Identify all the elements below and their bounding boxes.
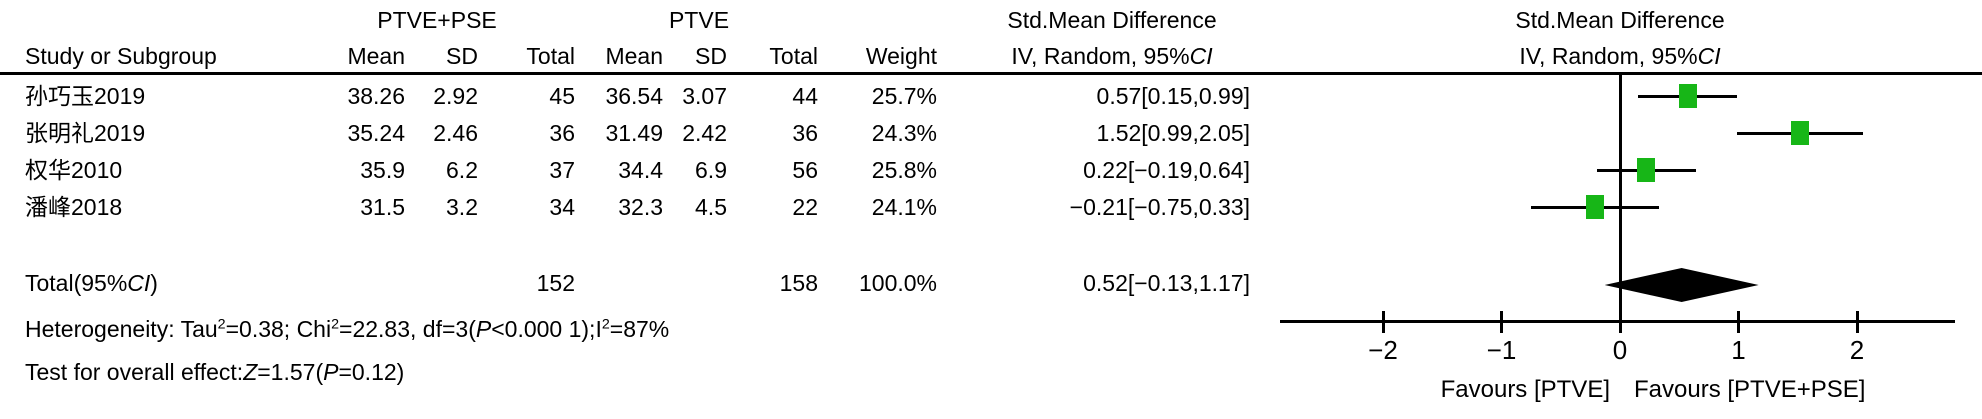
total-row-label: Total(95%CI): [25, 270, 158, 296]
text-segment: =1.57(: [257, 359, 324, 385]
axis-tick: [1618, 311, 1622, 333]
total2-column-header: Total: [769, 43, 818, 69]
point-estimate-square: [1791, 121, 1810, 145]
mean1-column-header: Mean: [347, 43, 405, 69]
group-header-ptve: PTVE: [668, 7, 730, 33]
sd1-column-header: SD: [446, 43, 478, 69]
axis-tick-label: −2: [1368, 335, 1398, 365]
text-segment: P: [475, 316, 492, 342]
text-segment: =87%: [609, 316, 670, 342]
overall-effect-text: Test for overall effect:Z=1.57(P=0.12): [25, 358, 404, 386]
mean2-value: 34.4: [618, 157, 663, 183]
estimate-value: 0.22[−0.19,0.64]: [1083, 157, 1250, 183]
study-column-header: Study or Subgroup: [25, 43, 217, 69]
iv-random-header-right: IV, Random, 95%CI: [1519, 43, 1721, 69]
text-segment: <0.000 1);I: [491, 316, 602, 342]
weight-value: 24.1%: [871, 194, 937, 220]
total1-column-header: Total: [526, 43, 575, 69]
study-name: 张明礼2019: [25, 120, 146, 146]
axis-tick: [1381, 311, 1385, 333]
sd2-value: 2.42: [682, 120, 727, 146]
total1-value: 34: [549, 194, 575, 220]
axis-tick: [1500, 311, 1503, 333]
mean1-value: 38.26: [347, 83, 405, 109]
x-axis-line: [1280, 320, 1955, 323]
mean2-value: 31.49: [605, 120, 663, 146]
mean1-value: 35.9: [360, 157, 405, 183]
total1-value: 45: [549, 83, 575, 109]
mean2-value: 36.54: [605, 83, 663, 109]
total-row-total1: 152: [536, 270, 575, 296]
estimate-value: 1.52[0.99,2.05]: [1096, 120, 1250, 146]
sd2-column-header: SD: [695, 43, 727, 69]
sd2-value: 3.07: [682, 83, 727, 109]
total-row-total2: 158: [779, 270, 818, 296]
mean2-column-header: Mean: [605, 43, 663, 69]
sd1-value: 2.92: [433, 83, 478, 109]
weight-value: 24.3%: [871, 120, 937, 146]
sd2-value: 6.9: [695, 157, 727, 183]
total2-value: 22: [792, 194, 818, 220]
text-segment: 2: [601, 316, 610, 333]
text-segment: Test for overall effect:: [25, 359, 244, 385]
total2-value: 44: [792, 83, 818, 109]
axis-tick-label: −1: [1486, 335, 1517, 365]
text-segment: =22.83, df=3(: [339, 316, 476, 342]
text-segment: 2: [331, 316, 340, 333]
total-row-weight: 100.0%: [858, 270, 937, 296]
point-estimate-square: [1586, 195, 1605, 219]
total1-value: 36: [549, 120, 575, 146]
total2-value: 56: [792, 157, 818, 183]
favours-left-label: Favours [PTVE]: [1440, 376, 1610, 403]
study-name: 孙巧玉2019: [25, 83, 146, 109]
text-segment: 2: [217, 316, 226, 333]
mean2-value: 32.3: [618, 194, 663, 220]
estimate-value: −0.21[−0.75,0.33]: [1069, 194, 1250, 220]
sd2-value: 4.5: [695, 194, 727, 220]
summary-diamond: [1604, 268, 1759, 302]
mean1-value: 35.24: [347, 120, 405, 146]
weight-value: 25.7%: [871, 83, 937, 109]
study-name: 权华2010: [25, 157, 123, 183]
text-segment: P: [323, 359, 339, 385]
total2-value: 36: [792, 120, 818, 146]
text-segment: Heterogeneity: Tau: [25, 316, 218, 342]
point-estimate-square: [1637, 158, 1656, 182]
heterogeneity-text: Heterogeneity: Tau2=0.38; Chi2=22.83, df…: [25, 315, 669, 343]
total1-value: 37: [549, 157, 575, 183]
text-segment: =0.12): [338, 359, 405, 385]
axis-tick-label: 2: [1849, 335, 1865, 365]
weight-value: 25.8%: [871, 157, 937, 183]
estimate-value: 0.57[0.15,0.99]: [1096, 83, 1250, 109]
zero-line: [1618, 75, 1622, 322]
favours-right-label: Favours [PTVE+PSE]: [1634, 376, 1866, 403]
sd1-value: 6.2: [446, 157, 478, 183]
axis-tick: [1855, 311, 1859, 333]
mean1-value: 31.5: [360, 194, 405, 220]
group-header-ptve-pse: PTVE+PSE: [377, 7, 497, 33]
point-estimate-square: [1678, 84, 1697, 108]
smd-header-left: Std.Mean Difference: [1007, 7, 1217, 33]
axis-tick: [1737, 311, 1740, 333]
text-segment: Z: [243, 359, 258, 385]
study-name: 潘峰2018: [25, 194, 123, 220]
text-segment: =0.38; Chi: [225, 316, 332, 342]
smd-header-right: Std.Mean Difference: [1515, 7, 1725, 33]
header-underline: [0, 72, 1982, 75]
sd1-value: 3.2: [446, 194, 478, 220]
sd1-value: 2.46: [433, 120, 478, 146]
iv-random-header-left: IV, Random, 95%CI: [1011, 43, 1213, 69]
axis-tick-label: 0: [1612, 335, 1628, 365]
weight-column-header: Weight: [865, 43, 937, 69]
axis-tick-label: 1: [1731, 335, 1746, 365]
total-row-estimate: 0.52[−0.13,1.17]: [1083, 270, 1250, 296]
